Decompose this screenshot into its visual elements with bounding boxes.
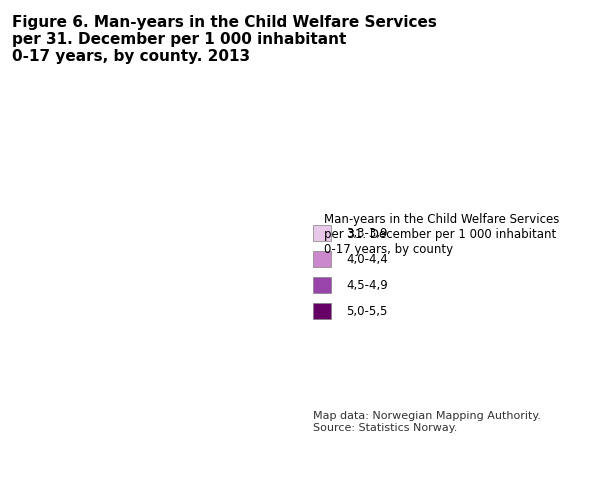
FancyBboxPatch shape [314, 277, 331, 293]
Text: Man-years in the Child Welfare Services
per 31. December per 1 000 inhabitant
0-: Man-years in the Child Welfare Services … [325, 213, 560, 256]
Text: 3,3-3,9: 3,3-3,9 [346, 227, 388, 240]
Text: 5,0-5,5: 5,0-5,5 [346, 305, 388, 318]
Text: Map data: Norwegian Mapping Authority.
Source: Statistics Norway.: Map data: Norwegian Mapping Authority. S… [314, 411, 542, 433]
FancyBboxPatch shape [314, 225, 331, 242]
Text: Figure 6. Man-years in the Child Welfare Services
per 31. December per 1 000 inh: Figure 6. Man-years in the Child Welfare… [12, 15, 437, 64]
FancyBboxPatch shape [314, 303, 331, 319]
Text: 4,0-4,4: 4,0-4,4 [346, 253, 389, 266]
FancyBboxPatch shape [314, 251, 331, 267]
Text: 4,5-4,9: 4,5-4,9 [346, 279, 389, 292]
